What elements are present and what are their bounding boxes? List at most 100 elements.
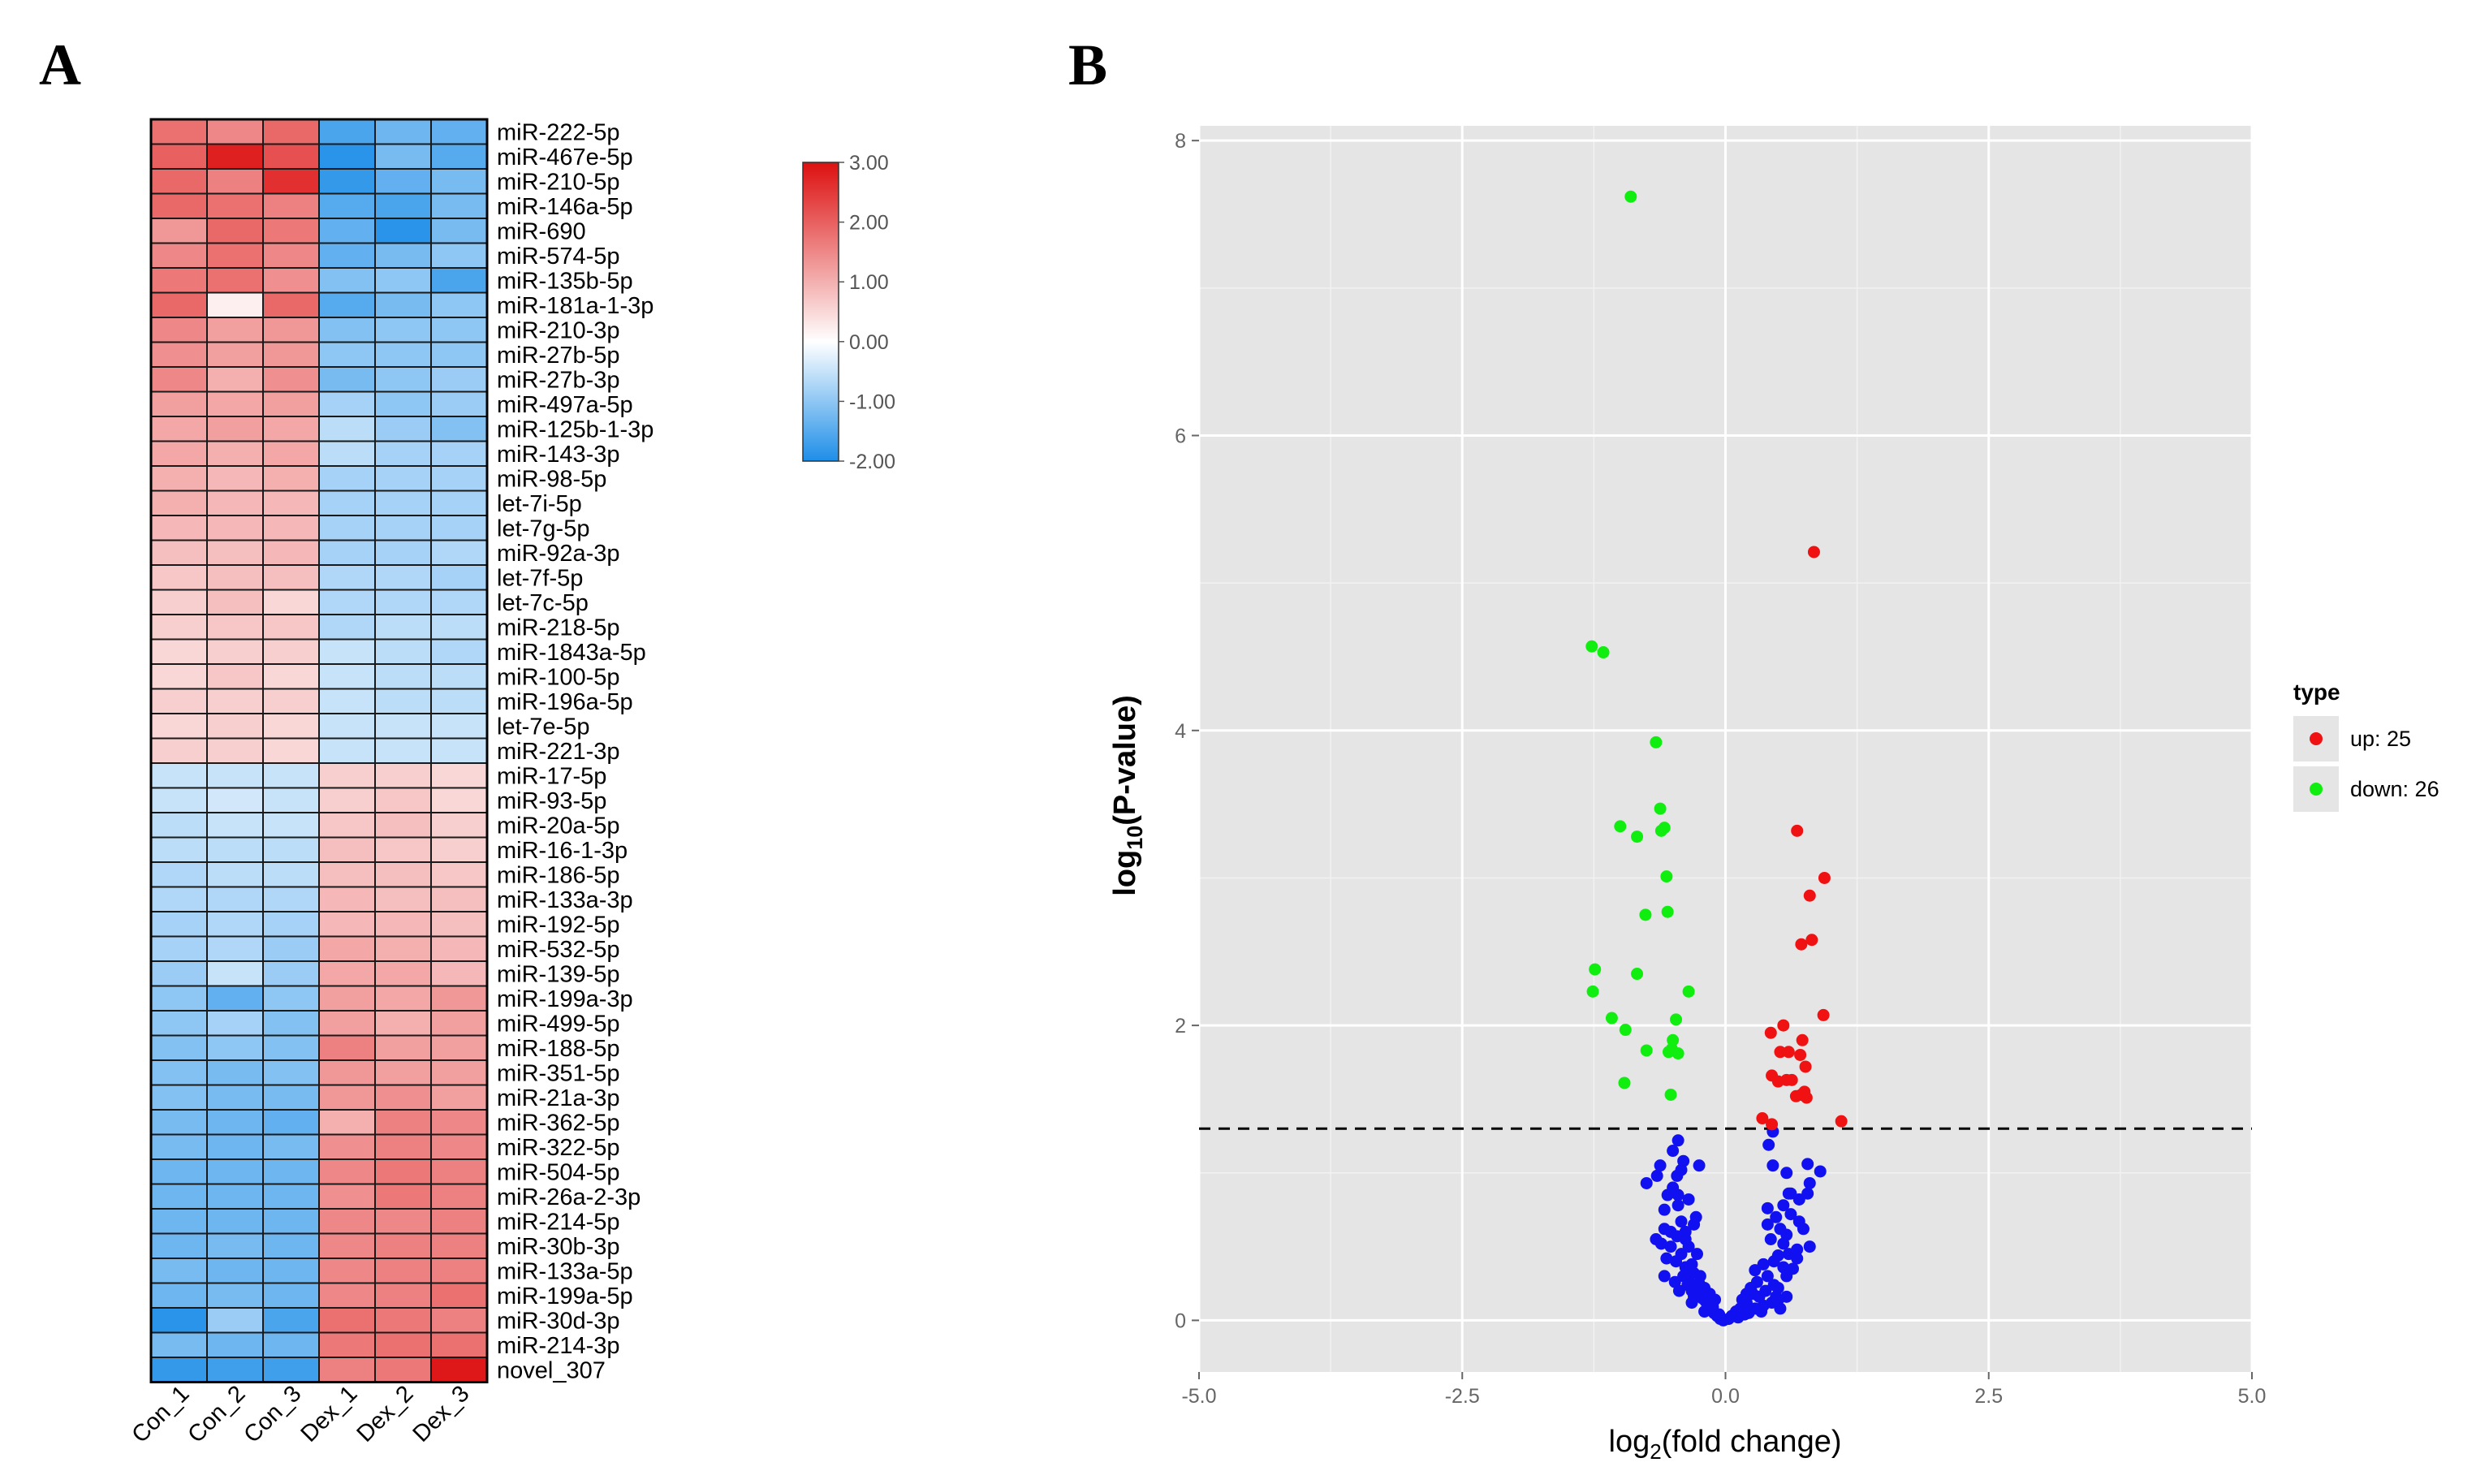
heatmap-cell [150, 638, 208, 665]
heatmap-cell [318, 688, 376, 714]
heatmap-cell [318, 1258, 376, 1284]
heatmap-cell [318, 1232, 376, 1259]
heatmap-cell [150, 886, 208, 912]
heatmap-cell [318, 1208, 376, 1235]
heatmap-cell [430, 1183, 488, 1210]
heatmap-row-label: miR-499-5p [497, 1011, 620, 1037]
heatmap-cell [206, 440, 264, 467]
y-axis-title-main: log [1108, 850, 1142, 896]
heatmap-cell [430, 589, 488, 615]
nonsignificant-point [1690, 1248, 1703, 1261]
y-tick-label: 6 [1175, 425, 1186, 447]
legend-title: type [2293, 679, 2340, 705]
heatmap-cell [430, 490, 488, 516]
heatmap-cell [150, 688, 208, 714]
nonsignificant-point [1682, 1240, 1695, 1253]
heatmap-cell [374, 465, 432, 492]
heatmap-row-label: let-7i-5p [497, 491, 582, 517]
nonsignificant-point [1801, 1187, 1814, 1200]
heatmap-cell [318, 390, 376, 417]
heatmap-cell [206, 242, 264, 269]
heatmap-cell [262, 366, 320, 393]
down-point [1619, 1024, 1632, 1037]
nonsignificant-point [1792, 1193, 1805, 1206]
heatmap-cell [374, 1208, 432, 1235]
heatmap-cell [206, 490, 264, 516]
heatmap-column-label: Con_2 [183, 1381, 250, 1448]
heatmap-cell [206, 515, 264, 541]
x-tick-label: -2.5 [1445, 1385, 1480, 1408]
heatmap-cell [318, 341, 376, 368]
heatmap-cell [262, 168, 320, 195]
heatmap-cell [262, 836, 320, 863]
legend-key-up [2310, 732, 2323, 745]
heatmap-cell [262, 737, 320, 764]
heatmap-cell [262, 762, 320, 789]
heatmap-cell [430, 1010, 488, 1037]
heatmap-cell [318, 614, 376, 641]
nonsignificant-point [1693, 1159, 1706, 1172]
heatmap-row-label: miR-30d-3p [497, 1308, 620, 1334]
down-point [1650, 736, 1663, 748]
heatmap-cell [374, 416, 432, 442]
heatmap-cell [150, 1158, 208, 1185]
heatmap-cell [150, 836, 208, 863]
heatmap-cell [430, 539, 488, 566]
heatmap-cell [318, 1034, 376, 1061]
heatmap-cell [318, 168, 376, 195]
nonsignificant-point [1672, 1188, 1684, 1201]
heatmap-cell [262, 1084, 320, 1111]
heatmap-cell [318, 539, 376, 566]
heatmap-cell [206, 713, 264, 740]
up-point [1817, 1008, 1830, 1021]
heatmap-cell [318, 911, 376, 938]
heatmap-cell [430, 416, 488, 442]
heatmap-cell [206, 1109, 264, 1136]
heatmap-row-label: miR-199a-5p [497, 1283, 633, 1309]
nonsignificant-point [1784, 1208, 1797, 1221]
heatmap-row-label: miR-186-5p [497, 862, 620, 888]
heatmap-cell [150, 1282, 208, 1309]
heatmap-cell [206, 762, 264, 789]
nonsignificant-point [1685, 1296, 1698, 1309]
legend-label-down: down: 26 [2350, 777, 2439, 801]
heatmap-row-label: miR-143-3p [497, 442, 620, 468]
y-tick-label: 2 [1175, 1015, 1186, 1038]
heatmap-row-label: let-7c-5p [497, 590, 589, 616]
heatmap-row-label: miR-98-5p [497, 466, 606, 492]
heatmap-cell [262, 1208, 320, 1235]
heatmap-cell [262, 1357, 320, 1383]
nonsignificant-point [1759, 1284, 1772, 1297]
heatmap-cell [318, 564, 376, 591]
nonsignificant-point [1767, 1255, 1780, 1268]
heatmap-cell [150, 192, 208, 219]
heatmap-cell [430, 390, 488, 417]
heatmap-cell [150, 490, 208, 516]
heatmap-column-label: Dex_3 [408, 1381, 475, 1447]
colorbar-ticks: 3.00 2.00 1.00 0.00 -1.00 -2.00 [839, 152, 895, 473]
heatmap-cell [150, 1133, 208, 1160]
up-point [1791, 824, 1804, 837]
heatmap-cell [318, 218, 376, 244]
heatmap-cell [150, 1109, 208, 1136]
heatmap-row-label: miR-322-5p [497, 1135, 620, 1161]
heatmap-cell [318, 1183, 376, 1210]
heatmap-cell [262, 1133, 320, 1160]
heatmap-cell [150, 1232, 208, 1259]
heatmap-cell [318, 317, 376, 343]
heatmap-column-label: Con_1 [127, 1381, 194, 1448]
heatmap-cell [430, 143, 488, 170]
heatmap-cell [374, 688, 432, 714]
heatmap-cell [374, 663, 432, 690]
heatmap-cell [206, 390, 264, 417]
heatmap-cell [430, 911, 488, 938]
heatmap-cell [430, 762, 488, 789]
up-point [1766, 1118, 1779, 1131]
heatmap-cell [150, 168, 208, 195]
heatmap-cell [262, 1258, 320, 1284]
nonsignificant-point [1679, 1225, 1692, 1238]
heatmap-cell [318, 515, 376, 541]
down-point [1631, 830, 1644, 843]
heatmap-cell [374, 1059, 432, 1086]
